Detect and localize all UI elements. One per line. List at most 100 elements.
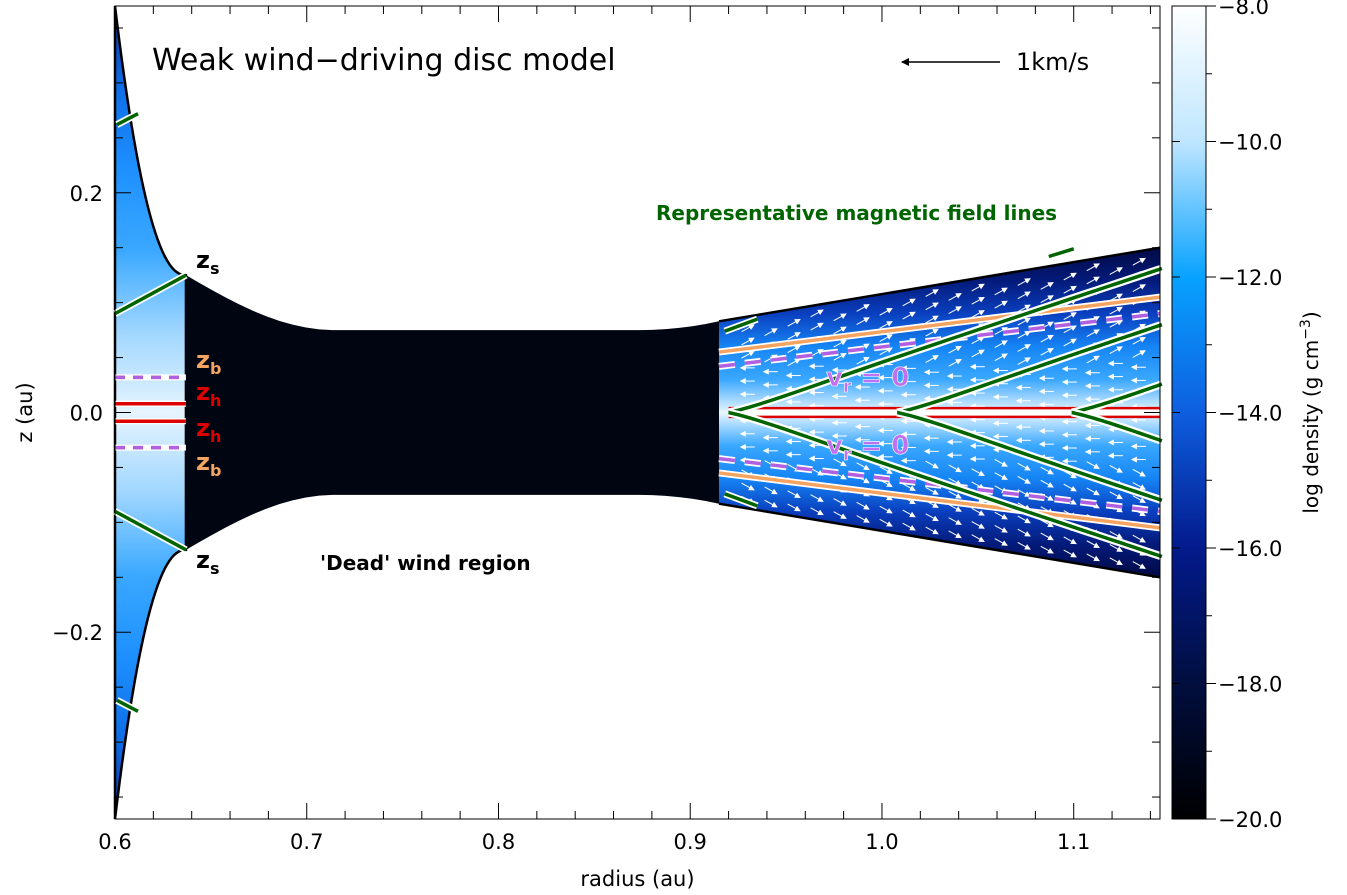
- velocity-vector: [1109, 306, 1123, 315]
- velocity-vector: [1040, 295, 1054, 303]
- zb-lower-sub: b: [210, 461, 221, 480]
- zb-upper-label: zb: [196, 346, 221, 378]
- dead-wind-region: [185, 275, 719, 550]
- velocity-vector: [856, 356, 870, 365]
- zh-lower-sub: h: [210, 427, 221, 446]
- field-line: [724, 317, 758, 333]
- zh-upper-sub: h: [210, 391, 221, 410]
- velocity-vector: [948, 464, 962, 473]
- velocity-vector: [994, 511, 1008, 520]
- velocity-vector: [1017, 515, 1031, 524]
- velocity-vector: [925, 328, 939, 337]
- velocity-scale-label: 1km/s: [1016, 48, 1089, 76]
- velocity-scale: 1km/s: [901, 48, 1089, 76]
- field-line: [728, 266, 1163, 415]
- velocity-vector: [1040, 348, 1054, 356]
- x-axis-label: radius (au): [580, 867, 694, 891]
- velocity-vector: [1063, 325, 1077, 334]
- y-axis-label: z (au): [13, 382, 37, 442]
- velocity-vector: [1132, 468, 1146, 477]
- velocity-vector: [1086, 461, 1100, 469]
- velocity-vector: [764, 486, 778, 495]
- zh-upper-main: z: [196, 378, 210, 406]
- velocity-vector: [994, 287, 1008, 296]
- zh-lower-label: zh: [196, 414, 221, 446]
- vr-zero-upper-label: vr = 0: [826, 363, 910, 398]
- velocity-vector: [879, 334, 893, 342]
- vr-upper-sub: r: [843, 377, 852, 397]
- velocity-vector: [948, 359, 962, 367]
- velocity-vector: [1017, 291, 1031, 300]
- zs-lower-label: zs: [196, 546, 220, 578]
- velocity-vector: [741, 482, 755, 491]
- velocity-vector: [833, 339, 847, 348]
- velocity-vector: [971, 534, 985, 542]
- velocity-vector: [971, 468, 985, 477]
- velocity-vector: [879, 466, 893, 474]
- zs-lower-main: z: [196, 546, 210, 574]
- velocity-vector: [1017, 304, 1031, 313]
- velocity-vector: [948, 345, 962, 354]
- velocity-vector: [833, 326, 847, 335]
- colorbar-ticks: −8.0 −10.0 −12.0 −14.0 −16.0 −18.0 −20.0: [1172, 0, 1282, 832]
- x-tick-label: 0.9: [674, 830, 707, 854]
- velocity-vector: [1086, 329, 1100, 337]
- zb-lower-main: z: [196, 448, 210, 476]
- velocity-vector: [925, 355, 939, 363]
- velocity-vector: [971, 283, 985, 292]
- field-line: [728, 410, 1163, 559]
- field-line: [1071, 382, 1163, 415]
- velocity-vector: [1086, 263, 1100, 272]
- velocity-vector: [1063, 285, 1077, 294]
- field-line: [896, 323, 1163, 415]
- velocity-vector: [971, 507, 985, 516]
- velocity-vector: [1017, 344, 1031, 352]
- velocity-vector: [994, 353, 1008, 362]
- velocity-vector: [856, 501, 870, 510]
- velocity-vector: [994, 459, 1008, 467]
- field-line: [114, 273, 187, 316]
- velocity-vector: [1063, 312, 1077, 320]
- velocity-vector: [1086, 355, 1100, 364]
- velocity-vector: [994, 538, 1008, 546]
- velocity-vector: [994, 340, 1008, 348]
- velocity-vector: [787, 318, 801, 327]
- velocity-vector: [1109, 491, 1123, 500]
- velocity-vector: [948, 504, 962, 512]
- velocity-vector: [1040, 532, 1054, 541]
- field-lines-annotation: Representative magnetic field lines: [656, 201, 1057, 225]
- zb-outer-curve: [718, 295, 1161, 354]
- velocity-vector: [948, 293, 962, 301]
- velocity-vector: [1040, 334, 1054, 343]
- velocity-vector: [925, 460, 939, 469]
- velocity-vector: [902, 522, 916, 531]
- velocity-vector: [810, 494, 824, 502]
- colorbar-tick-label: −8.0: [1218, 0, 1269, 19]
- x-tick-label: 1.0: [865, 830, 898, 854]
- y-tick-label: 0.0: [70, 402, 103, 426]
- velocity-vector: [787, 490, 801, 499]
- field-line: [896, 410, 1163, 502]
- colorbar-tick-label: −10.0: [1218, 131, 1282, 155]
- velocity-vector: [1109, 544, 1123, 552]
- velocity-vector: [856, 304, 870, 312]
- colorbar-label-exp: −3: [1298, 319, 1314, 340]
- velocity-vector: [948, 517, 962, 525]
- velocity-vector: [1040, 282, 1054, 290]
- zs-lower-sub: s: [210, 559, 220, 578]
- velocity-vector: [948, 490, 962, 499]
- velocity-vector: [1109, 530, 1123, 539]
- vr-lower-sub: r: [843, 445, 852, 465]
- velocity-vector: [741, 337, 755, 346]
- outer-disc-surface-top: [718, 246, 1161, 323]
- dead-region-annotation: 'Dead' wind region: [320, 551, 531, 575]
- svg-text:zs: zs: [196, 246, 220, 278]
- zh-lower-main: z: [196, 414, 210, 442]
- velocity-vector: [741, 324, 755, 333]
- velocity-vector: [1086, 276, 1100, 285]
- velocity-vector: [1086, 540, 1100, 548]
- vr-lower-rest: = 0: [851, 431, 909, 461]
- velocity-vector: [971, 349, 985, 358]
- velocity-vector: [1132, 350, 1146, 358]
